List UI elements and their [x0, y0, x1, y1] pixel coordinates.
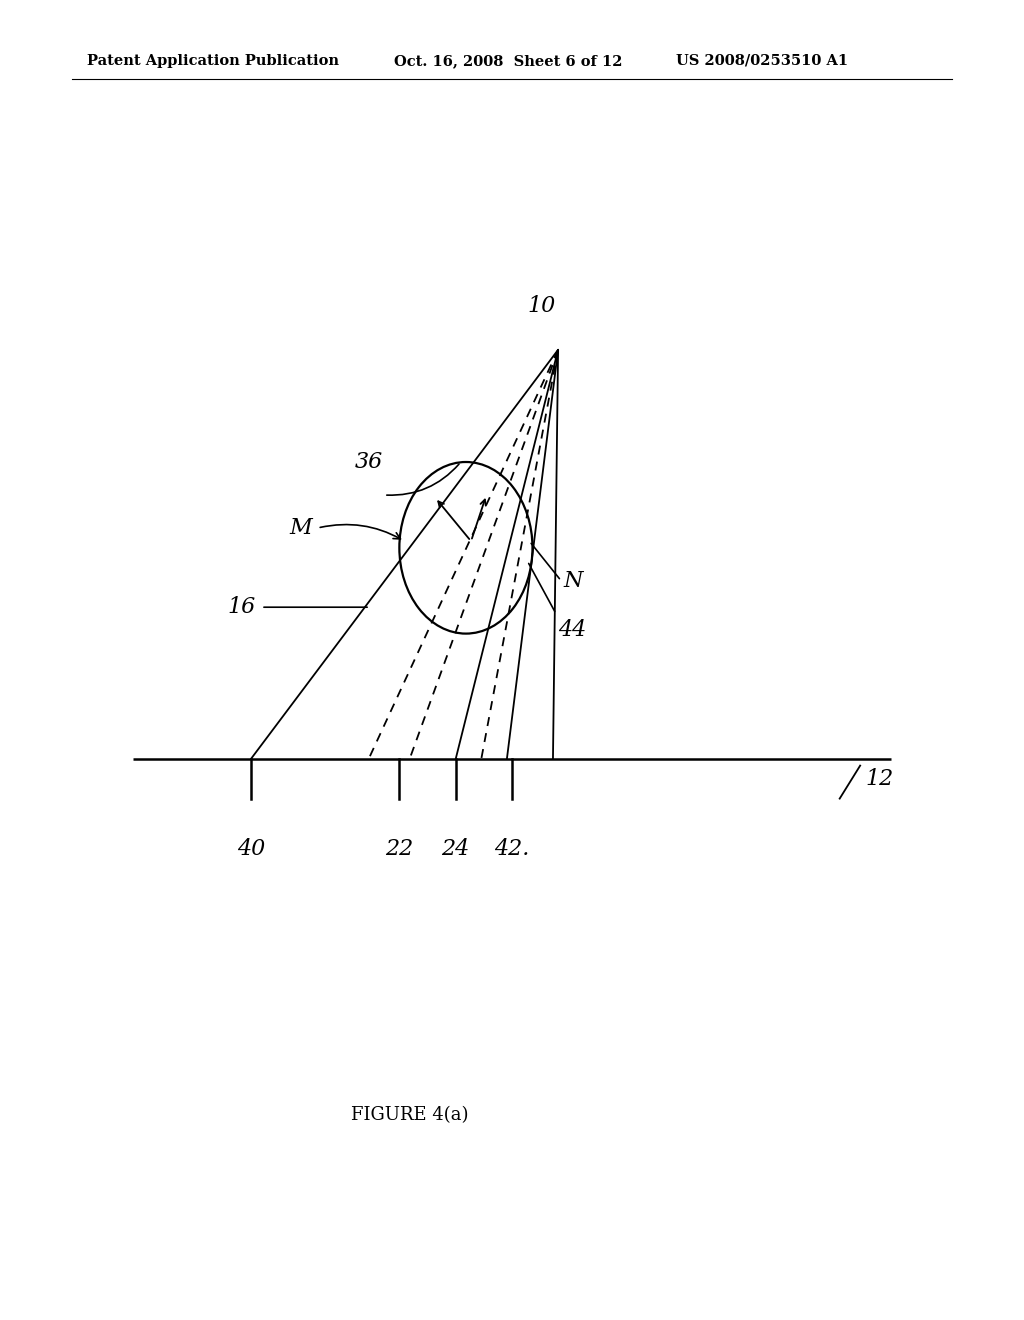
Text: 24: 24	[441, 838, 470, 861]
Text: 22: 22	[385, 838, 414, 861]
Text: 10: 10	[527, 294, 556, 317]
Text: N: N	[563, 570, 583, 591]
Text: 16: 16	[227, 597, 256, 618]
Text: 40: 40	[237, 838, 265, 861]
Text: Patent Application Publication: Patent Application Publication	[87, 54, 339, 67]
Text: 12: 12	[865, 768, 894, 789]
Text: M: M	[290, 517, 312, 539]
Text: 42.: 42.	[495, 838, 529, 861]
Text: 36: 36	[354, 451, 383, 473]
Text: Oct. 16, 2008  Sheet 6 of 12: Oct. 16, 2008 Sheet 6 of 12	[394, 54, 623, 67]
Text: FIGURE 4(a): FIGURE 4(a)	[351, 1106, 468, 1125]
Text: US 2008/0253510 A1: US 2008/0253510 A1	[676, 54, 848, 67]
Text: 44: 44	[558, 619, 587, 642]
